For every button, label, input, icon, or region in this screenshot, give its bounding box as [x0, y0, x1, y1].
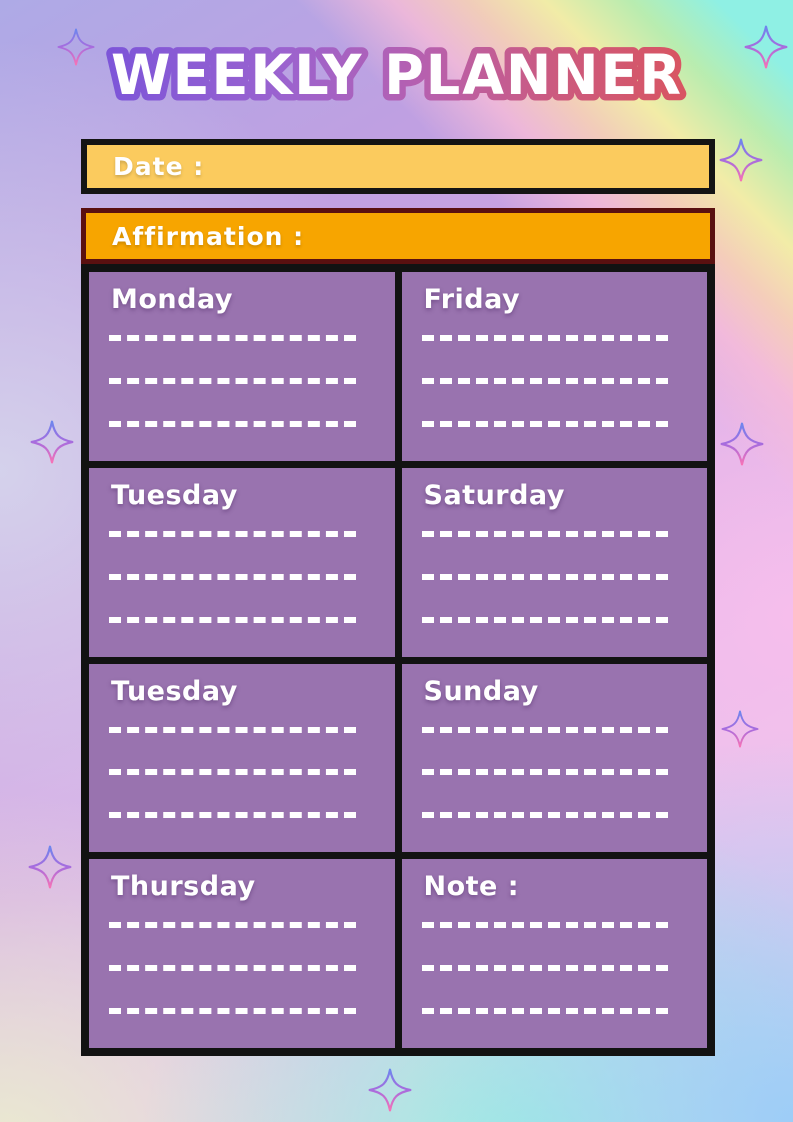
dashed-writing-line [421, 530, 669, 537]
day-label: Friday [423, 284, 521, 315]
sparkle-icon [744, 25, 788, 69]
page-title-text: WEEKLY PLANNER [111, 43, 683, 107]
dashed-writing-line [109, 726, 356, 733]
dashed-writing-line [421, 616, 669, 623]
dashed-writing-line [109, 1008, 356, 1014]
date-bar: Date : [81, 139, 715, 194]
dashed-writing-line [421, 1008, 669, 1014]
date-label: Date : [113, 152, 205, 181]
note-label: Note : [423, 871, 520, 903]
writing-lines[interactable] [421, 726, 688, 819]
day-cell-saturday: Saturday [401, 467, 707, 657]
dashed-writing-line [421, 335, 669, 341]
dashed-writing-line [421, 769, 669, 776]
writing-lines[interactable] [109, 726, 375, 819]
day-label: Monday [111, 284, 233, 315]
sparkle-icon [368, 1068, 412, 1112]
page-title: WEEKLY PLANNER [67, 24, 727, 124]
writing-lines[interactable] [421, 335, 688, 427]
dashed-writing-line [109, 769, 356, 776]
dashed-writing-line [421, 377, 669, 384]
sparkle-icon [28, 845, 72, 889]
affirmation-bar: Affirmation : [81, 208, 715, 264]
dashed-writing-line [421, 420, 669, 427]
sparkle-icon [719, 138, 763, 182]
day-cell-tuesday-2: Tuesday [89, 663, 395, 853]
day-label: Tuesday [111, 675, 238, 707]
dashed-writing-line [421, 726, 669, 733]
date-input-area[interactable] [204, 145, 709, 188]
writing-lines[interactable] [421, 530, 688, 623]
dashed-writing-line [109, 922, 356, 929]
day-cell-thursday: Thursday [89, 859, 395, 1048]
planner-grid: Monday Friday Tuesday Saturday Tuesday S… [81, 264, 715, 1056]
dashed-writing-line [109, 335, 356, 341]
sparkle-icon [721, 710, 759, 748]
dashed-writing-line [109, 530, 356, 537]
affirmation-input-area[interactable] [304, 213, 710, 259]
sparkle-icon [720, 422, 764, 466]
writing-lines[interactable] [109, 530, 375, 623]
day-cell-sunday: Sunday [401, 663, 707, 853]
dashed-writing-line [109, 573, 356, 580]
day-label: Thursday [111, 871, 256, 903]
writing-lines[interactable] [109, 335, 375, 427]
day-label: Saturday [423, 479, 565, 511]
note-cell: Note : [401, 859, 707, 1048]
dashed-writing-line [109, 812, 356, 819]
dashed-writing-line [421, 965, 669, 972]
dashed-writing-line [109, 377, 356, 384]
writing-lines[interactable] [421, 922, 688, 1014]
dashed-writing-line [109, 965, 356, 972]
day-label: Tuesday [111, 479, 238, 511]
sparkle-icon [30, 420, 74, 464]
day-cell-monday: Monday [89, 272, 395, 461]
day-cell-friday: Friday [401, 272, 707, 461]
sparkle-icon [57, 28, 95, 66]
day-cell-tuesday: Tuesday [89, 467, 395, 657]
dashed-writing-line [109, 616, 356, 623]
dashed-writing-line [421, 812, 669, 819]
dashed-writing-line [109, 420, 356, 427]
affirmation-label: Affirmation : [112, 221, 305, 251]
writing-lines[interactable] [109, 922, 375, 1014]
dashed-writing-line [421, 922, 669, 929]
dashed-writing-line [421, 573, 669, 580]
day-label: Sunday [423, 675, 539, 707]
